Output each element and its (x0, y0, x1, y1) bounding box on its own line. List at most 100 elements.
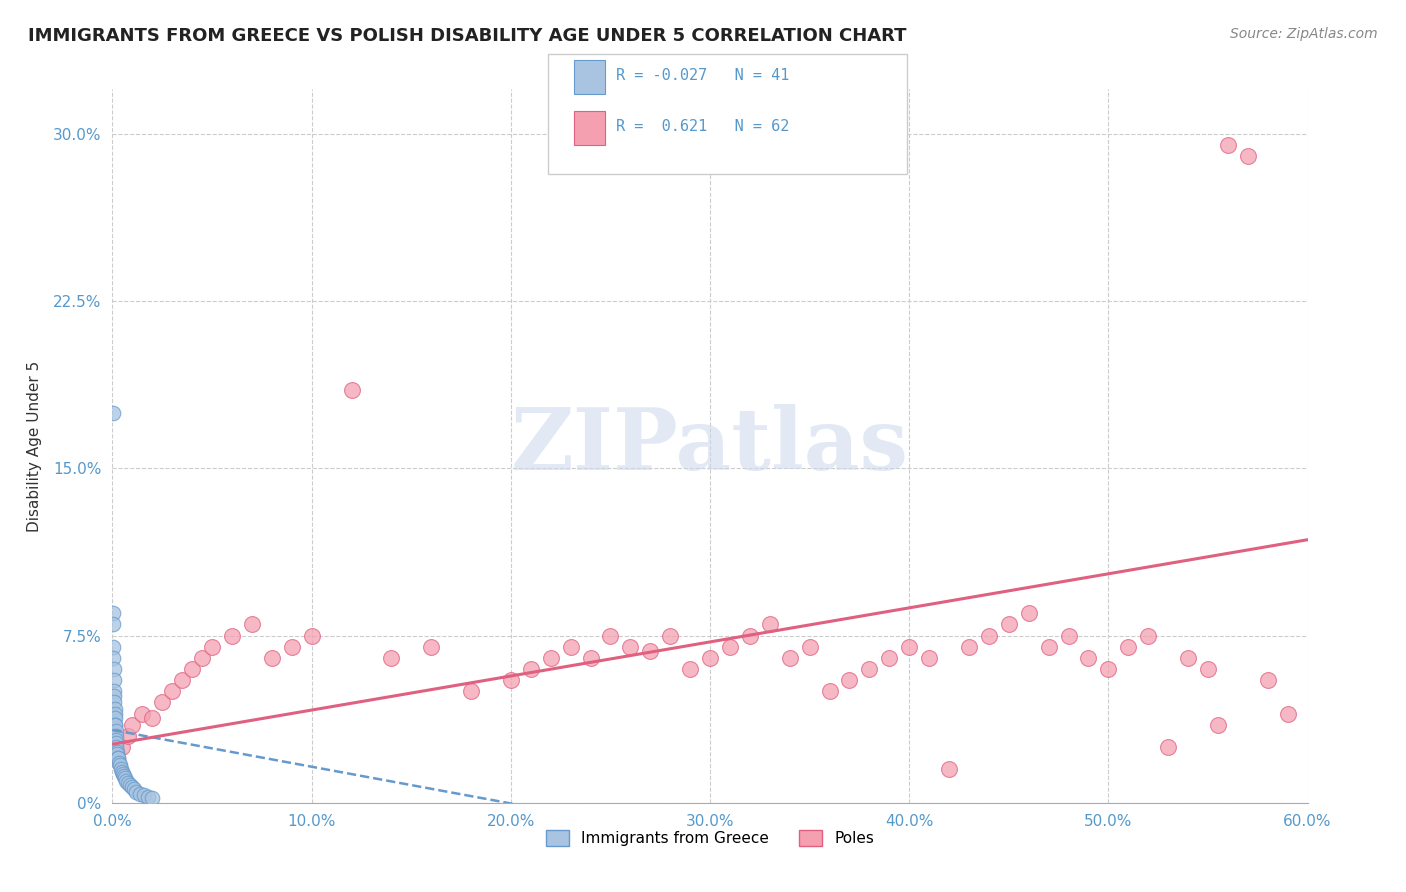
Point (105, 735, 128, 749)
Legend: Immigrants from Greece, Poles: Immigrants from Greece, Poles (540, 824, 880, 852)
Point (172, 673, 194, 687)
Point (104, 724, 127, 739)
Point (1206, 717, 1229, 731)
Point (560, 640, 582, 654)
Point (115, 773, 138, 788)
Point (114, 771, 136, 786)
Point (1237, 149, 1260, 163)
Point (460, 684, 482, 698)
Point (201, 640, 224, 654)
Point (898, 640, 921, 654)
Point (162, 684, 183, 698)
Point (260, 651, 283, 665)
Point (858, 662, 880, 676)
Point (240, 617, 263, 632)
Point (718, 640, 741, 654)
Point (121, 780, 143, 795)
Point (103, 640, 125, 654)
Point (112, 767, 135, 781)
Point (957, 640, 980, 654)
Y-axis label: Disability Age Under 5: Disability Age Under 5 (27, 360, 42, 532)
Point (103, 684, 125, 698)
Point (1137, 628, 1160, 642)
Point (1038, 640, 1060, 654)
Point (104, 702, 127, 716)
Point (103, 696, 125, 710)
Point (1177, 651, 1199, 665)
Point (103, 651, 125, 665)
Point (105, 751, 128, 765)
Point (138, 790, 160, 805)
Point (150, 696, 173, 710)
Point (124, 782, 146, 797)
Point (134, 788, 156, 802)
Point (129, 787, 152, 801)
Point (340, 384, 363, 398)
Point (141, 711, 163, 725)
Point (640, 644, 662, 658)
Point (679, 662, 702, 676)
Point (103, 673, 125, 687)
Point (818, 684, 841, 698)
Point (1118, 640, 1140, 654)
Point (520, 662, 543, 676)
Point (301, 628, 323, 642)
Point (779, 651, 801, 665)
Point (101, 607, 124, 621)
Point (977, 628, 1000, 642)
Point (117, 729, 139, 743)
Point (121, 717, 143, 731)
Point (108, 756, 131, 770)
Point (420, 640, 443, 654)
Point (738, 628, 761, 642)
Point (111, 740, 134, 755)
Point (998, 617, 1021, 632)
Point (1216, 137, 1239, 152)
Text: R =  0.621   N = 62: R = 0.621 N = 62 (616, 120, 789, 134)
Point (105, 740, 128, 755)
Point (105, 733, 128, 747)
Point (221, 628, 243, 642)
Point (125, 785, 148, 799)
Point (1057, 628, 1080, 642)
Point (114, 769, 135, 783)
Point (938, 762, 960, 776)
Point (619, 640, 641, 654)
Point (1018, 607, 1040, 621)
Point (104, 706, 127, 721)
Point (599, 628, 621, 642)
Point (699, 651, 721, 665)
Point (1077, 651, 1099, 665)
Point (104, 729, 127, 743)
Point (1257, 673, 1279, 687)
Point (181, 662, 204, 676)
Point (879, 651, 901, 665)
Point (380, 651, 402, 665)
Point (191, 651, 214, 665)
Point (103, 662, 125, 676)
Point (110, 758, 132, 772)
Point (540, 651, 562, 665)
Point (110, 762, 132, 776)
Point (104, 717, 127, 731)
Point (1097, 662, 1119, 676)
Point (131, 706, 153, 721)
Point (579, 651, 602, 665)
Text: R = -0.027   N = 41: R = -0.027 N = 41 (616, 69, 789, 83)
Point (111, 764, 134, 779)
Text: ZIPatlas: ZIPatlas (510, 404, 910, 488)
Point (107, 751, 129, 765)
Point (107, 751, 129, 765)
Point (101, 405, 124, 419)
Point (104, 711, 127, 725)
Text: IMMIGRANTS FROM GREECE VS POLISH DISABILITY AGE UNDER 5 CORRELATION CHART: IMMIGRANTS FROM GREECE VS POLISH DISABIL… (28, 27, 907, 45)
Point (759, 617, 782, 632)
Point (499, 673, 522, 687)
Point (101, 617, 124, 632)
Point (1197, 662, 1219, 676)
Point (799, 640, 821, 654)
Point (141, 791, 163, 805)
Point (918, 651, 941, 665)
Point (104, 717, 127, 731)
Point (838, 673, 860, 687)
